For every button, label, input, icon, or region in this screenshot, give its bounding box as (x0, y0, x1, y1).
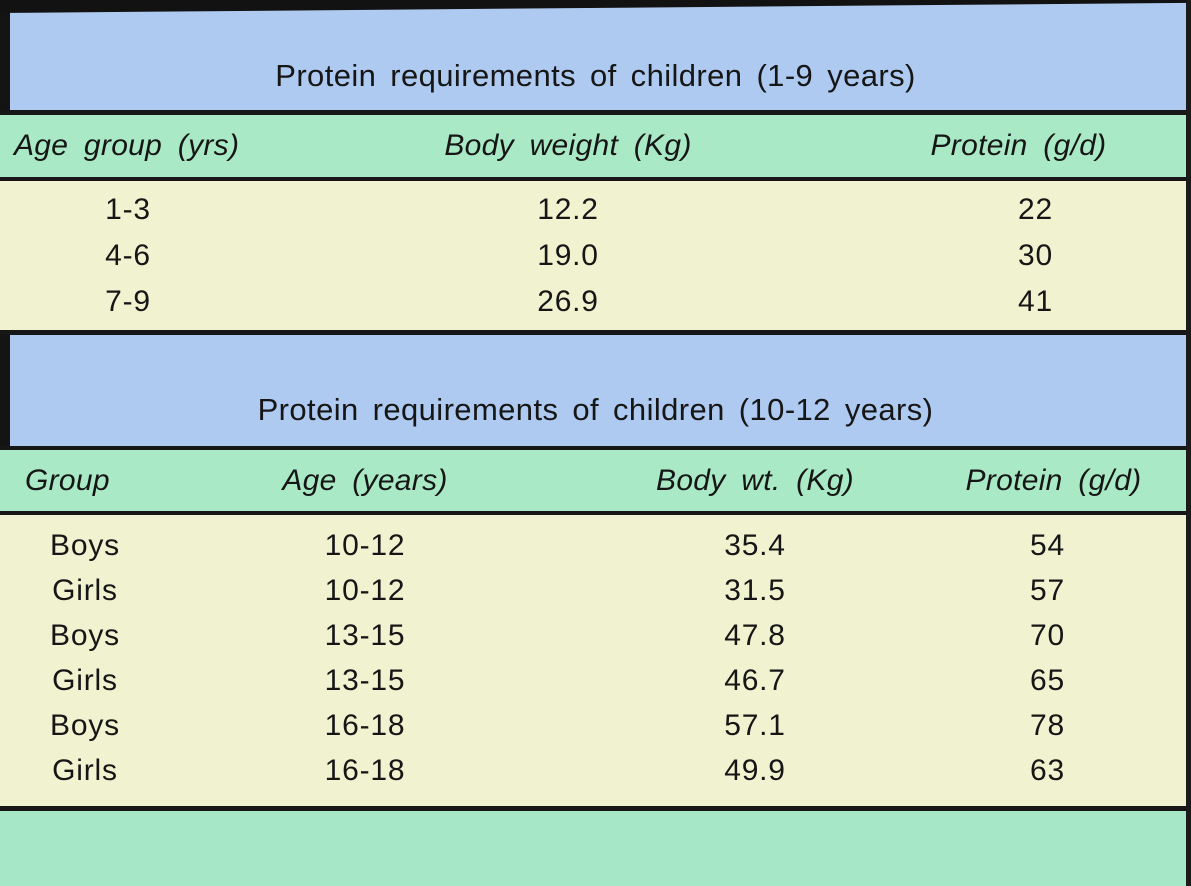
table2-body: Boys 10-12 35.4 54 Girls 10-12 31.5 57 B… (0, 515, 1191, 806)
table-row: 1-3 12.2 22 (0, 187, 1191, 233)
table-row: Girls 10-12 31.5 57 (0, 568, 1191, 613)
table-cell: 57 (1030, 573, 1065, 607)
table-row: 4-6 19.0 30 (0, 233, 1191, 279)
table1-title: Protein requirements of children (1-9 ye… (275, 58, 916, 93)
table-cell: 54 (1030, 528, 1065, 562)
scan-right-edge (1186, 0, 1191, 886)
table2-title-band: Protein requirements of children (10-12 … (0, 335, 1191, 446)
table-cell: 63 (1030, 753, 1065, 787)
table-cell: 1-3 (105, 193, 151, 226)
column-header: Protein (g/d) (930, 129, 1107, 162)
table-cell: 26.9 (537, 285, 599, 318)
table-cell: Boys (50, 708, 120, 742)
footer-band (0, 811, 1191, 886)
table-cell: Girls (52, 753, 118, 787)
table-cell: 7-9 (105, 285, 151, 318)
column-header: Group (25, 463, 110, 497)
table-cell: Girls (52, 573, 118, 607)
table-row: Girls 13-15 46.7 65 (0, 658, 1191, 703)
table-cell: 57.1 (724, 708, 786, 742)
table-cell: 10-12 (324, 528, 406, 562)
table-cell: 12.2 (537, 193, 599, 226)
column-header: Protein (g/d) (965, 463, 1142, 497)
table-row: Boys 13-15 47.8 70 (0, 613, 1191, 658)
table-row: Girls 16-18 49.9 63 (0, 748, 1191, 793)
column-header: Age group (yrs) (14, 129, 240, 162)
table-cell: 35.4 (724, 528, 786, 562)
horizontal-rule (0, 446, 1191, 450)
horizontal-rule (0, 110, 1191, 115)
table-cell: Girls (52, 663, 118, 697)
table-cell: 16-18 (324, 753, 406, 787)
horizontal-rule (0, 330, 1191, 335)
table-cell: 70 (1030, 618, 1065, 652)
table-cell: 46.7 (724, 663, 786, 697)
column-header: Age (years) (282, 463, 448, 497)
table-cell: 13-15 (324, 663, 406, 697)
horizontal-rule (0, 806, 1191, 811)
table-cell: 13-15 (324, 618, 406, 652)
table-cell: 30 (1018, 239, 1053, 272)
table-cell: 22 (1018, 193, 1053, 226)
table2-header-row: Group Age (years) Body wt. (Kg) Protein … (0, 450, 1191, 511)
table-row: Boys 16-18 57.1 78 (0, 703, 1191, 748)
table-cell: 10-12 (324, 573, 406, 607)
column-header: Body wt. (Kg) (656, 463, 854, 497)
table1-body: 1-3 12.2 22 4-6 19.0 30 7-9 26.9 41 (0, 181, 1191, 330)
table-row: Boys 10-12 35.4 54 (0, 523, 1191, 568)
table-cell: 31.5 (724, 573, 786, 607)
table-cell: 4-6 (105, 239, 151, 272)
table-cell: 41 (1018, 285, 1053, 318)
table2-title: Protein requirements of children (10-12 … (257, 392, 934, 427)
horizontal-rule (0, 177, 1191, 181)
table1-title-band: Protein requirements of children (1-9 ye… (0, 0, 1191, 110)
table-cell: 16-18 (324, 708, 406, 742)
table-cell: Boys (50, 528, 120, 562)
table-cell: 49.9 (724, 753, 786, 787)
table-cell: 65 (1030, 663, 1065, 697)
table-cell: 47.8 (724, 618, 786, 652)
column-header: Body weight (Kg) (444, 129, 692, 162)
horizontal-rule (0, 511, 1191, 515)
table-row: 7-9 26.9 41 (0, 279, 1191, 325)
table-cell: Boys (50, 618, 120, 652)
table-cell: 19.0 (537, 239, 599, 272)
table1-header-row: Age group (yrs) Body weight (Kg) Protein… (0, 115, 1191, 177)
table-cell: 78 (1030, 708, 1065, 742)
